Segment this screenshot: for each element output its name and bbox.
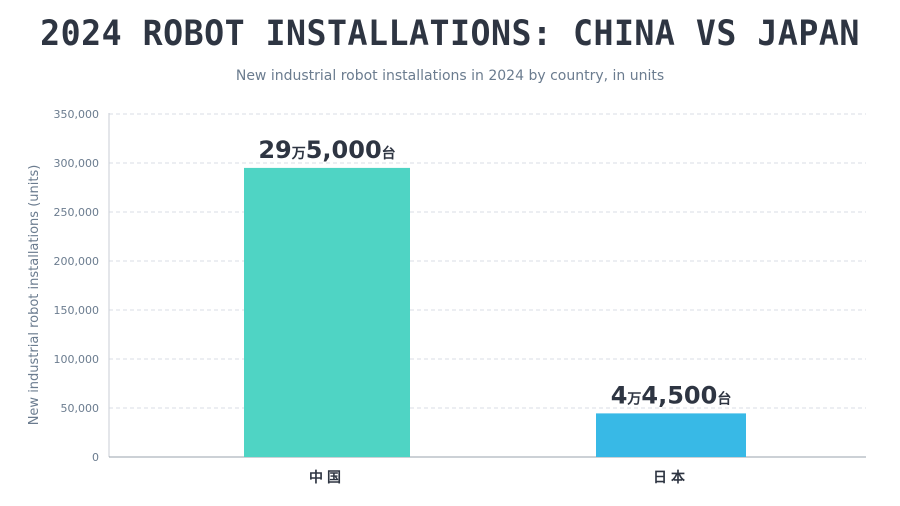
y-tick-label: 350,000 [54, 108, 100, 121]
chart-subtitle: New industrial robot installations in 20… [235, 68, 665, 84]
y-tick-label: 200,000 [54, 255, 100, 268]
bars [244, 167, 746, 457]
y-tick-label: 300,000 [54, 157, 100, 170]
y-axis-ticks: 0 50,000 100,000 150,000 200,000 250,000 300,0… [54, 108, 100, 464]
data-label: 4万4,500台 [611, 381, 732, 409]
y-tick-label: 150,000 [54, 304, 100, 317]
gridlines [109, 113, 866, 409]
y-tick-label: 50,000 [61, 402, 100, 415]
y-tick-label: 100,000 [54, 353, 100, 366]
x-tick-label: 中国 [309, 469, 345, 486]
data-label: 29万5,000台 [258, 136, 395, 164]
x-axis-ticks: 中国 日本 [309, 469, 689, 486]
bar [244, 167, 410, 457]
y-axis-label: New industrial robot installations (unit… [27, 165, 42, 426]
x-tick-label: 日本 [653, 469, 689, 486]
y-tick-label: 0 [92, 451, 99, 464]
data-labels: 29万5,000台 4万4,500台 [258, 136, 731, 409]
bar [596, 413, 746, 457]
y-tick-label: 250,000 [54, 206, 100, 219]
chart-title: 2024 ROBOT INSTALLATIONS: CHINA VS JAPAN [40, 14, 860, 54]
